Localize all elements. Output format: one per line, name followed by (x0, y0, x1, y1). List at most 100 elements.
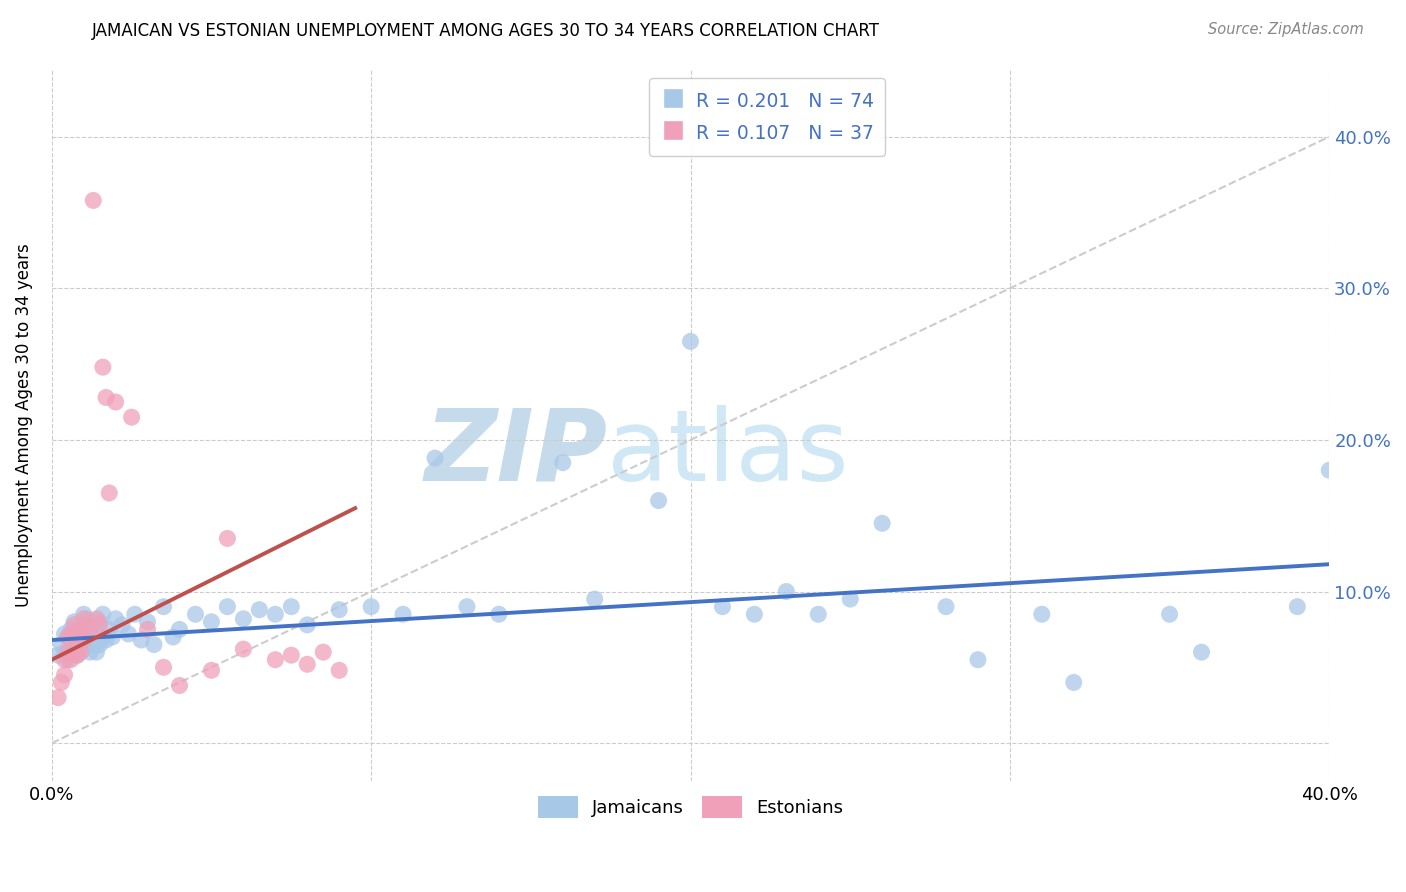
Point (56, 630, 79, 644)
Point (53, 668, 76, 682)
Point (297, 618, 319, 632)
Point (86, 623, 108, 637)
Point (89, 618, 111, 632)
Point (51, 675, 73, 690)
Point (200, 615, 222, 629)
Point (53, 645, 76, 659)
Point (89, 638, 111, 652)
Point (82, 194, 104, 208)
Point (86, 612, 108, 626)
Point (63, 615, 86, 629)
Point (63, 642, 86, 657)
Text: Source: ZipAtlas.com: Source: ZipAtlas.com (1208, 22, 1364, 37)
Point (91, 607, 114, 622)
Point (1191, 645, 1213, 659)
Point (152, 660, 174, 674)
Point (935, 599, 957, 614)
Point (69, 618, 91, 632)
Point (121, 410, 143, 425)
Point (56, 653, 79, 667)
Point (744, 607, 766, 622)
Point (264, 607, 287, 622)
Point (73, 630, 96, 644)
Point (59, 653, 82, 667)
Y-axis label: Unemployment Among Ages 30 to 34 years: Unemployment Among Ages 30 to 34 years (15, 243, 32, 607)
Point (79, 627, 101, 641)
Point (775, 584, 797, 599)
Point (129, 633, 152, 648)
Point (392, 607, 415, 622)
Point (1317, 463, 1340, 477)
Point (46, 648, 69, 663)
Point (101, 630, 124, 644)
Point (98, 623, 121, 637)
Point (69, 645, 91, 659)
Point (839, 592, 862, 607)
Point (76, 633, 98, 648)
Point (328, 663, 350, 677)
Point (76, 612, 98, 626)
Point (360, 599, 382, 614)
Point (66, 648, 89, 663)
Point (73, 633, 96, 648)
Point (82, 615, 104, 629)
Point (66, 648, 89, 663)
Point (142, 638, 165, 652)
Point (111, 618, 134, 632)
Point (89, 615, 111, 629)
Point (1286, 599, 1309, 614)
Point (56, 630, 79, 644)
Point (79, 645, 101, 659)
Point (217, 599, 239, 614)
Point (217, 532, 239, 546)
Point (711, 599, 734, 614)
Point (184, 607, 207, 622)
Point (69, 623, 91, 637)
Point (86, 645, 108, 659)
Point (169, 623, 191, 637)
Point (53, 653, 76, 667)
Text: JAMAICAN VS ESTONIAN UNEMPLOYMENT AMONG AGES 30 TO 34 YEARS CORRELATION CHART: JAMAICAN VS ESTONIAN UNEMPLOYMENT AMONG … (91, 22, 879, 40)
Point (456, 599, 478, 614)
Point (264, 653, 287, 667)
Point (200, 663, 222, 677)
Point (59, 623, 82, 637)
Point (76, 618, 98, 632)
Point (124, 607, 146, 622)
Point (59, 627, 82, 641)
Point (232, 642, 254, 657)
Point (46, 690, 69, 705)
Point (152, 599, 174, 614)
Point (280, 599, 302, 614)
Point (583, 592, 606, 607)
Point (551, 456, 574, 470)
Point (870, 516, 893, 531)
Point (232, 612, 254, 626)
Point (66, 627, 89, 641)
Point (280, 648, 302, 663)
Point (488, 607, 510, 622)
Point (73, 607, 96, 622)
Point (247, 603, 270, 617)
Point (117, 627, 139, 641)
Point (51, 638, 73, 652)
Point (73, 642, 96, 657)
Point (328, 603, 350, 617)
Point (91, 360, 114, 375)
Point (967, 653, 990, 667)
Point (679, 334, 702, 349)
Point (162, 630, 184, 644)
Point (1159, 607, 1181, 622)
Point (66, 627, 89, 641)
Point (59, 645, 82, 659)
Point (94, 633, 117, 648)
Point (98, 486, 121, 500)
Point (53, 627, 76, 641)
Text: ZIP: ZIP (425, 405, 607, 502)
Point (807, 607, 830, 622)
Point (69, 638, 91, 652)
Point (297, 657, 319, 672)
Point (63, 638, 86, 652)
Point (56, 645, 79, 659)
Point (73, 612, 96, 626)
